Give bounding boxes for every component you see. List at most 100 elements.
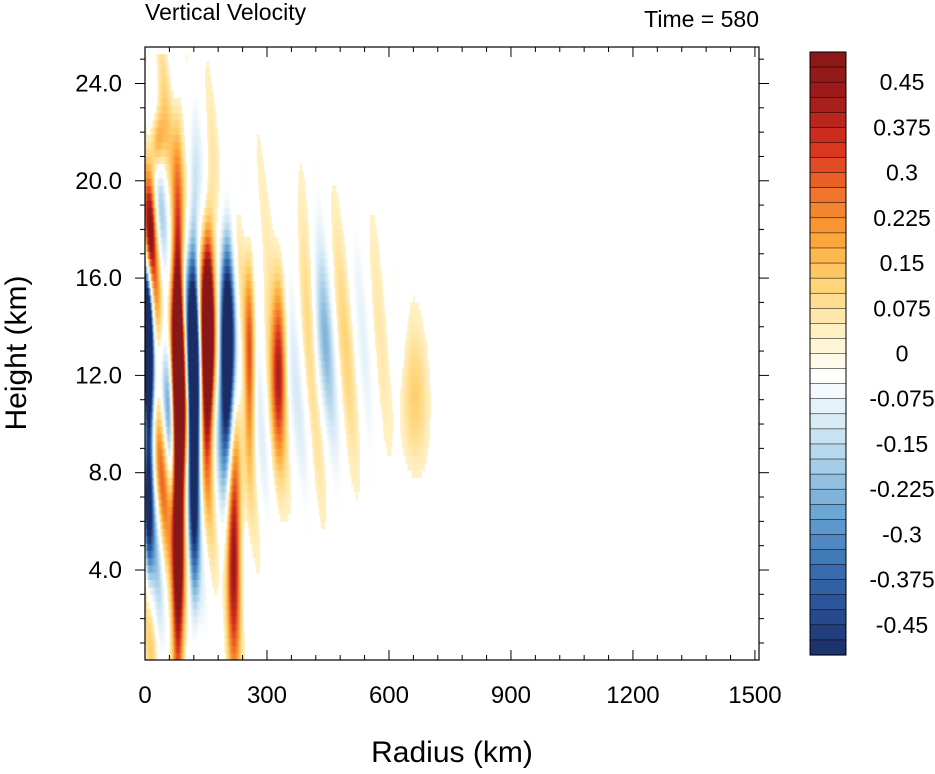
heatmap-cell	[213, 477, 215, 486]
heatmap-cell	[207, 112, 209, 121]
heatmap-cell	[213, 207, 215, 216]
heatmap-cell	[163, 499, 165, 508]
heatmap-cell	[177, 477, 179, 486]
heatmap-cell	[171, 251, 173, 260]
heatmap-cell	[155, 375, 157, 384]
heatmap-cell	[176, 441, 178, 449]
heatmap-cell	[201, 433, 204, 442]
heatmap-cell	[180, 207, 182, 216]
heatmap-cell	[205, 273, 208, 281]
heatmap-cell	[168, 389, 170, 398]
heatmap-cell	[203, 572, 206, 581]
heatmap-cell	[184, 280, 187, 289]
heatmap-cell	[198, 163, 201, 172]
heatmap-cell	[172, 572, 174, 581]
heatmap-cell	[156, 448, 158, 457]
heatmap-cell	[192, 229, 195, 238]
heatmap-cell	[146, 397, 148, 405]
heatmap-cell	[159, 141, 161, 150]
heatmap-cell	[217, 455, 219, 464]
heatmap-cell	[183, 229, 186, 238]
heatmap-cell	[172, 404, 174, 413]
heatmap-cell	[178, 521, 180, 530]
heatmap-cell	[215, 236, 217, 245]
heatmap-cell	[182, 207, 185, 216]
heatmap-cell	[155, 141, 157, 150]
heatmap-cell	[149, 645, 151, 654]
heatmap-cell	[200, 280, 203, 289]
heatmap-cell	[177, 98, 179, 106]
heatmap-cell	[176, 375, 178, 384]
heatmap-cell	[165, 61, 167, 70]
heatmap-cell	[207, 265, 209, 274]
heatmap-cell	[213, 105, 215, 114]
heatmap-cell	[199, 623, 202, 632]
heatmap-cell	[184, 149, 187, 157]
heatmap-cell	[164, 616, 166, 624]
heatmap-cell	[176, 317, 178, 325]
heatmap-cell	[199, 601, 202, 610]
heatmap-cell	[195, 477, 198, 486]
heatmap-cell	[194, 222, 197, 230]
heatmap-cell	[162, 382, 164, 391]
heatmap-cell	[190, 492, 193, 500]
heatmap-cell	[160, 477, 162, 486]
heatmap-cell	[208, 455, 210, 464]
heatmap-cell	[207, 528, 209, 537]
heatmap-cell	[152, 149, 154, 157]
heatmap-cell	[190, 368, 193, 376]
heatmap-cell	[189, 528, 192, 537]
heatmap-cell	[152, 90, 154, 99]
heatmap-cell	[180, 346, 182, 354]
heatmap-cell	[177, 251, 179, 260]
heatmap-cell	[173, 222, 175, 230]
heatmap-cell	[200, 514, 203, 522]
heatmap-cell	[167, 163, 169, 172]
heatmap-cell	[196, 411, 199, 420]
heatmap-cell	[213, 397, 215, 405]
heatmap-cell	[180, 200, 182, 208]
heatmap-cell	[151, 587, 153, 595]
heatmap-cell	[185, 594, 188, 603]
heatmap-cell	[213, 200, 215, 208]
heatmap-cell	[180, 171, 182, 179]
heatmap-cell	[216, 433, 218, 442]
heatmap-cell	[200, 331, 203, 340]
heatmap-cell	[162, 229, 164, 238]
heatmap-cell	[165, 90, 167, 99]
heatmap-cell	[155, 601, 157, 610]
heatmap-cell	[162, 375, 164, 384]
heatmap-cell	[159, 214, 161, 223]
heatmap-cell	[170, 521, 172, 530]
heatmap-cell	[151, 404, 153, 413]
heatmap-cell	[151, 302, 153, 311]
heatmap-cell	[175, 229, 177, 238]
heatmap-cell	[157, 411, 159, 420]
heatmap-cell	[201, 214, 204, 223]
heatmap-cell	[152, 309, 154, 318]
heatmap-cell	[189, 244, 192, 252]
heatmap-cell	[193, 521, 196, 530]
heatmap-cell	[178, 382, 180, 391]
heatmap-cell	[150, 638, 152, 646]
heatmap-cell	[201, 616, 204, 624]
heatmap-cell	[193, 134, 196, 143]
heatmap-cell	[169, 441, 171, 449]
heatmap-cell	[165, 433, 167, 442]
heatmap-cell	[189, 258, 192, 267]
heatmap-cell	[211, 251, 213, 260]
heatmap-cell	[164, 76, 166, 84]
heatmap-cell	[200, 557, 203, 566]
heatmap-cell	[178, 543, 180, 551]
heatmap-cell	[180, 550, 182, 559]
heatmap-cell	[169, 521, 171, 530]
heatmap-cell	[182, 273, 185, 281]
heatmap-cell	[198, 192, 201, 201]
heatmap-cell	[148, 601, 150, 610]
heatmap-cell	[191, 163, 194, 172]
heatmap-cell	[173, 543, 175, 551]
heatmap-cell	[213, 141, 215, 150]
heatmap-cell	[217, 470, 219, 478]
heatmap-cell	[158, 76, 160, 84]
heatmap-cell	[198, 601, 201, 610]
